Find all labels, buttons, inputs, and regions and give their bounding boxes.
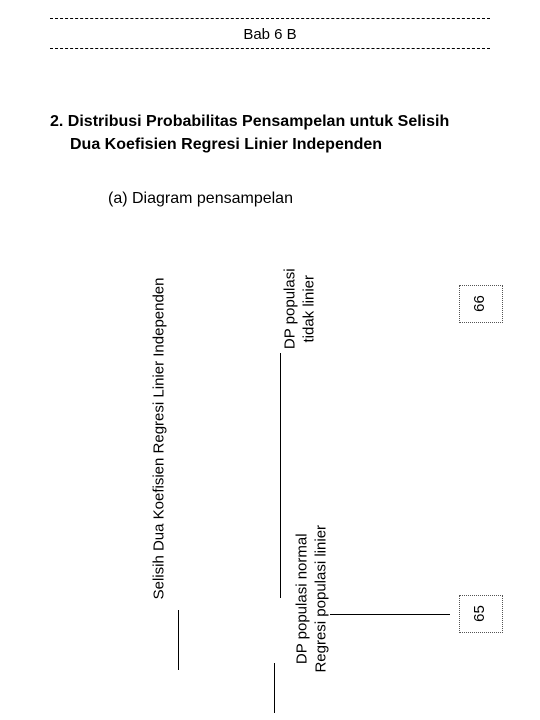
page-ref-65: 65: [462, 600, 500, 628]
branch2-connector: [330, 614, 450, 615]
branch2-rule: [274, 663, 275, 713]
subsection-label: (a) Diagram pensampelan: [108, 190, 293, 208]
branch1-line2: tidak linier: [300, 275, 317, 343]
header-rule-bottom: [50, 48, 490, 49]
section-title-line2: Dua Koefisien Regresi Linier Independen: [50, 133, 382, 156]
section-heading: 2. Distribusi Probabilitas Pensampelan u…: [50, 110, 510, 156]
chapter-title: Bab 6 B: [0, 26, 540, 43]
section-number: 2.: [50, 113, 63, 130]
diagram-branch2-label: DP populasi normal Regresi populasi lini…: [293, 519, 331, 679]
branch2-line2: Regresi populasi linier: [312, 525, 329, 673]
page-number-65: 65: [471, 605, 488, 622]
page-ref-66: 66: [462, 290, 500, 318]
section-title-line1: Distribusi Probabilitas Pensampelan untu…: [68, 113, 449, 130]
diagram-branch1-label: DP populasi tidak linier: [281, 249, 319, 369]
branch2-line1: DP populasi normal: [293, 533, 310, 664]
page-number-66: 66: [471, 295, 488, 312]
branch1-rule: [280, 353, 281, 598]
branch1-line1: DP populasi: [281, 268, 298, 349]
diagram-main-label: Selisih Dua Koefisien Regresi Linier Ind…: [151, 299, 170, 599]
header-rule-top: [50, 18, 490, 19]
diagram-main-rule: [178, 610, 179, 670]
